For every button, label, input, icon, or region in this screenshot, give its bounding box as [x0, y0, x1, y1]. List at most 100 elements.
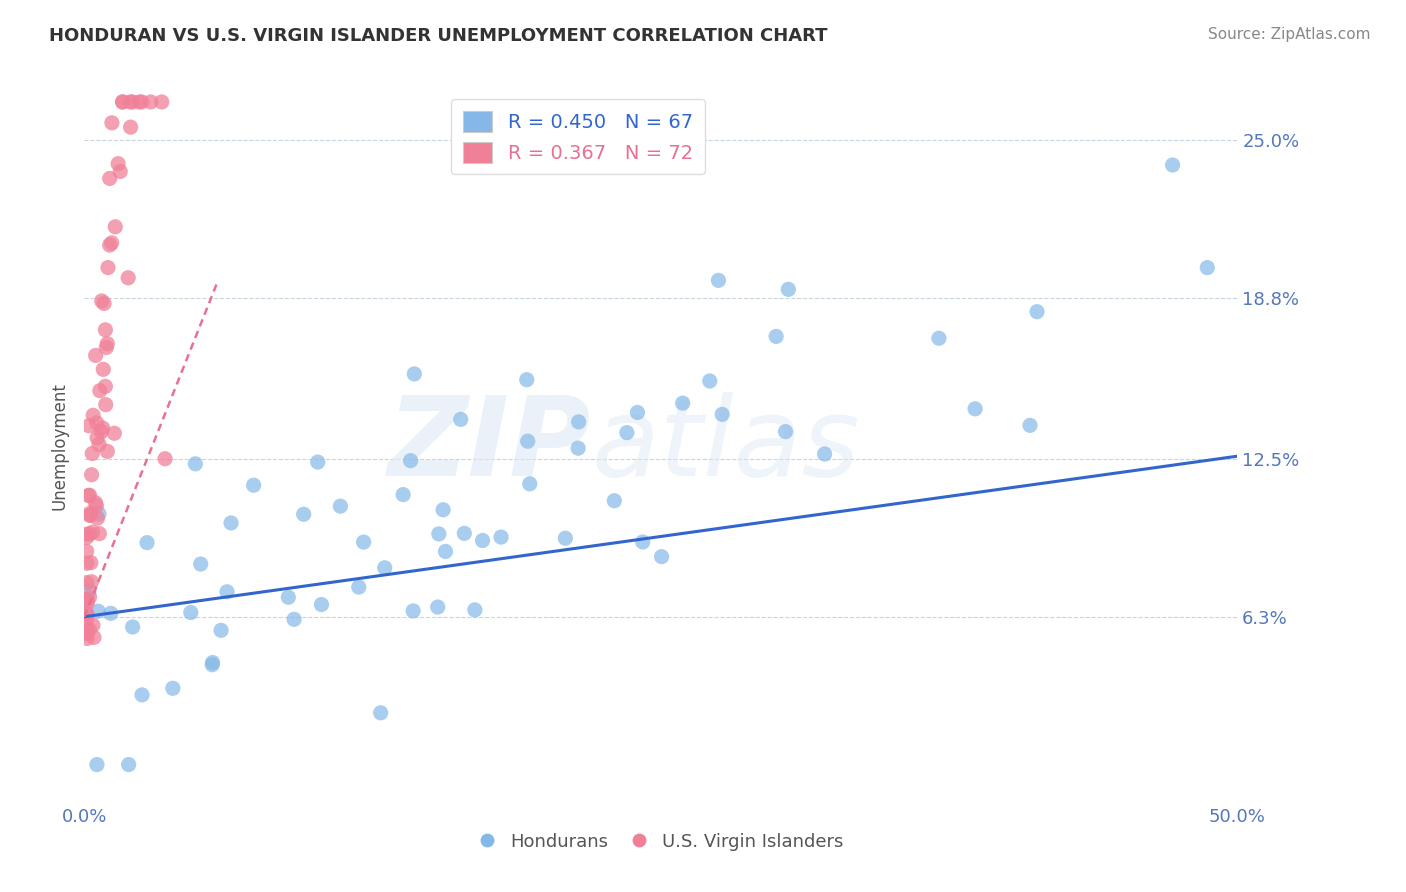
- Point: [79, 508, 101, 523]
- Point: [471, 533, 494, 548]
- Text: HONDURAN VS U.S. VIRGIN ISLANDER UNEMPLOYMENT CORRELATION CHART: HONDURAN VS U.S. VIRGIN ISLANDER UNEMPLO…: [49, 27, 828, 45]
- Point: [353, 535, 375, 549]
- Point: [672, 396, 695, 410]
- Point: [89, 526, 111, 541]
- Point: [76, 592, 98, 607]
- Point: [209, 624, 232, 638]
- Point: [87, 507, 110, 521]
- Point: [82, 446, 104, 460]
- Point: [813, 447, 835, 461]
- Point: [519, 476, 541, 491]
- Y-axis label: Unemployment: Unemployment: [51, 382, 69, 510]
- Point: [434, 544, 457, 558]
- Point: [80, 556, 103, 570]
- Point: [121, 620, 143, 634]
- Point: [626, 405, 648, 419]
- Point: [347, 580, 370, 594]
- Point: [86, 431, 108, 445]
- Point: [128, 95, 150, 109]
- Point: [76, 530, 98, 544]
- Point: [83, 631, 105, 645]
- Point: [111, 95, 134, 109]
- Point: [616, 425, 638, 440]
- Point: [96, 336, 118, 351]
- Point: [711, 408, 734, 422]
- Point: [76, 596, 98, 610]
- Point: [567, 441, 589, 455]
- Point: [1026, 304, 1049, 318]
- Point: [307, 455, 329, 469]
- Point: [80, 467, 103, 482]
- Point: [79, 507, 101, 521]
- Point: [86, 416, 108, 430]
- Point: [90, 293, 112, 308]
- Point: [86, 757, 108, 772]
- Point: [76, 593, 98, 607]
- Point: [190, 557, 212, 571]
- Point: [162, 681, 184, 696]
- Point: [153, 451, 176, 466]
- Point: [117, 757, 139, 772]
- Point: [311, 598, 333, 612]
- Point: [427, 527, 450, 541]
- Point: [121, 95, 143, 109]
- Point: [76, 632, 98, 646]
- Point: [117, 270, 139, 285]
- Point: [82, 618, 104, 632]
- Point: [516, 373, 538, 387]
- Point: [651, 549, 673, 564]
- Point: [76, 556, 98, 570]
- Point: [77, 418, 100, 433]
- Point: [84, 348, 107, 362]
- Point: [77, 584, 100, 599]
- Point: [79, 623, 101, 637]
- Point: [103, 426, 125, 441]
- Point: [94, 323, 117, 337]
- Point: [98, 238, 121, 252]
- Point: [374, 561, 396, 575]
- Point: [432, 502, 454, 516]
- Point: [219, 516, 242, 530]
- Point: [76, 527, 98, 541]
- Point: [370, 706, 392, 720]
- Point: [426, 600, 449, 615]
- Point: [94, 379, 117, 393]
- Point: [1197, 260, 1219, 275]
- Point: [79, 590, 101, 604]
- Point: [1019, 418, 1042, 433]
- Point: [402, 604, 425, 618]
- Point: [100, 607, 122, 621]
- Point: [242, 478, 264, 492]
- Point: [201, 656, 224, 670]
- Point: [707, 273, 730, 287]
- Point: [489, 530, 512, 544]
- Point: [86, 511, 108, 525]
- Point: [453, 526, 475, 541]
- Point: [86, 499, 108, 513]
- Point: [89, 384, 111, 398]
- Point: [82, 409, 104, 423]
- Point: [100, 235, 122, 250]
- Text: atlas: atlas: [592, 392, 860, 500]
- Point: [84, 496, 107, 510]
- Point: [87, 604, 110, 618]
- Point: [76, 575, 98, 590]
- Point: [120, 120, 142, 135]
- Legend: Hondurans, U.S. Virgin Islanders: Hondurans, U.S. Virgin Islanders: [471, 826, 851, 858]
- Point: [80, 574, 103, 589]
- Point: [98, 171, 121, 186]
- Point: [464, 603, 486, 617]
- Point: [775, 425, 797, 439]
- Point: [82, 525, 104, 540]
- Point: [77, 488, 100, 502]
- Point: [79, 527, 101, 541]
- Point: [96, 341, 118, 355]
- Point: [603, 493, 626, 508]
- Point: [404, 367, 426, 381]
- Point: [778, 282, 800, 296]
- Point: [554, 531, 576, 545]
- Point: [399, 453, 422, 467]
- Point: [93, 296, 115, 310]
- Point: [76, 626, 98, 640]
- Point: [111, 95, 134, 109]
